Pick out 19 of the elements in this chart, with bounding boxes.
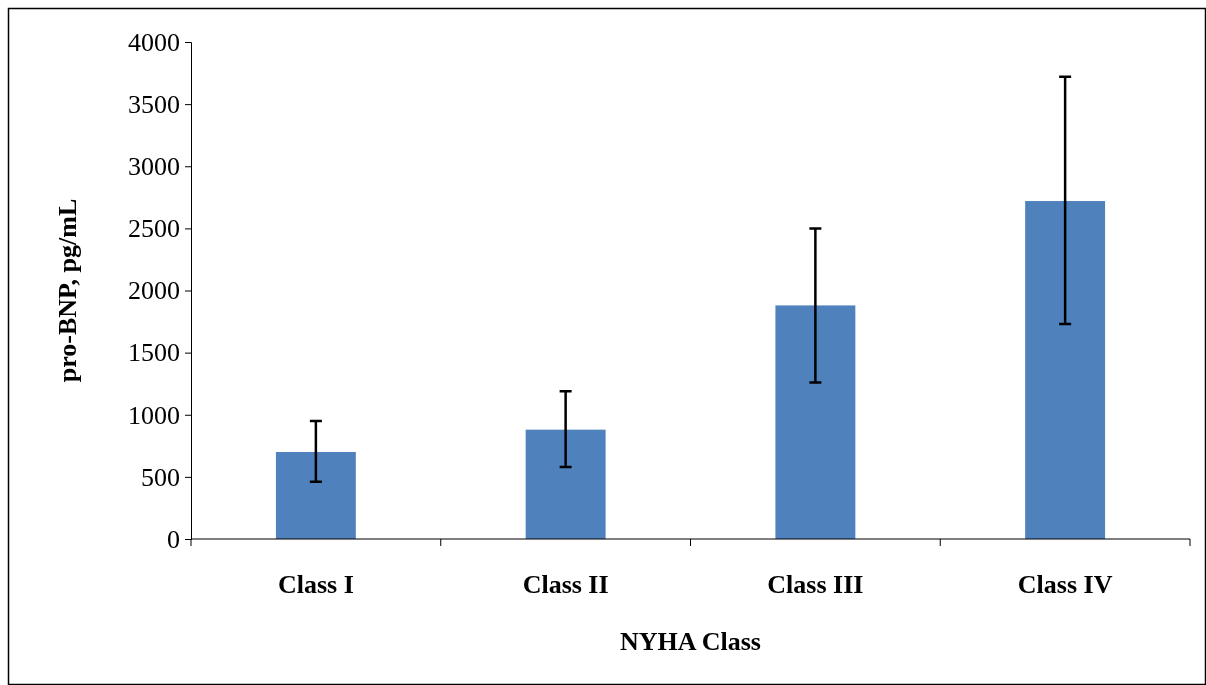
y-tick-label: 500 (141, 462, 180, 492)
y-tick-label: 3500 (128, 89, 180, 119)
x-axis-title: NYHA Class (620, 627, 761, 656)
bar (1025, 201, 1106, 539)
x-tick-label: Class I (277, 570, 354, 599)
y-tick-label: 2000 (128, 276, 180, 306)
y-axis-title: pro-BNP, pg/mL (53, 198, 82, 383)
x-tick-label: Class II (522, 570, 609, 599)
bar (775, 305, 856, 539)
y-tick-label: 1000 (128, 400, 180, 430)
y-tick-label: 0 (167, 524, 180, 554)
y-tick-label: 4000 (128, 27, 180, 57)
x-tick-label: Class III (767, 570, 864, 599)
y-tick-label: 1500 (128, 338, 180, 368)
bar (525, 429, 606, 539)
y-tick-label: 3000 (128, 152, 180, 182)
x-tick-label: Class IV (1017, 570, 1113, 599)
y-tick-label: 2500 (128, 214, 180, 244)
bar (275, 452, 356, 539)
